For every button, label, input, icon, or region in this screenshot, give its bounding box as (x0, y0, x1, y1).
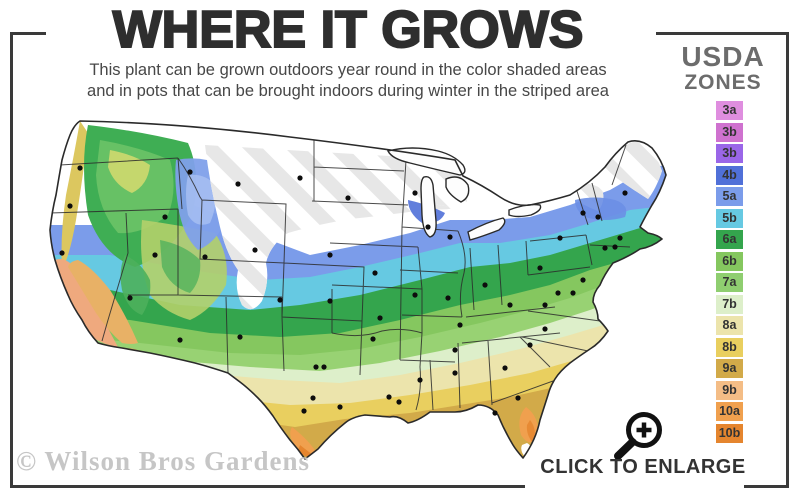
zone-shading (50, 121, 666, 459)
legend-title-zones: ZONES (684, 71, 762, 94)
frame-top-left-segment (10, 32, 46, 35)
zone-swatch-6: 6a (716, 230, 743, 249)
click-to-enlarge-label[interactable]: CLICK TO ENLARGE (540, 456, 746, 478)
zone-swatch-3: 4b (716, 165, 743, 185)
zone-swatch-8: 7a (716, 273, 743, 292)
zone-swatch-5: 5b (716, 208, 743, 228)
zone-swatch-10: 8a (716, 316, 743, 335)
zone-swatch-13: 9b (716, 380, 743, 400)
legend-title-usda: USDA (681, 41, 765, 72)
frame-bottom-left-segment (10, 485, 525, 488)
zone-swatch-9: 7b (716, 294, 743, 314)
frame-right-border (786, 32, 789, 488)
zone-legend: 3a 3b 3b 4b 5a 5b 6a 6b 7a 7b 8a 8b 9a 9b 10a 10b (716, 101, 743, 445)
zone-swatch-7: 6b (716, 251, 743, 271)
city-dots (59, 165, 628, 416)
frame-bottom-right-segment (744, 485, 789, 488)
zone-swatch-14: 10a (716, 402, 743, 421)
state-borders (50, 131, 631, 411)
zone-swatch-2: 3b (716, 144, 743, 163)
subtitle-line-2: and in pots that can be brought indoors … (87, 82, 609, 100)
great-lakes (386, 147, 542, 241)
lake-michigan (420, 175, 437, 238)
us-hardiness-zone-map[interactable] (30, 105, 690, 475)
frame-left-border (10, 32, 13, 488)
frame-top-right-segment (656, 32, 789, 35)
zone-swatch-15: 10b (716, 423, 743, 443)
zone-swatch-0: 3a (716, 101, 743, 120)
watermark: © Wilson Bros Gardens (16, 446, 310, 476)
zone-swatch-11: 8b (716, 337, 743, 357)
zone-swatch-4: 5a (716, 187, 743, 206)
page-title: WHERE IT GROWS (112, 1, 585, 59)
subtitle-line-1: This plant can be grown outdoors year ro… (89, 61, 607, 79)
zone-swatch-1: 3b (716, 122, 743, 142)
lake-huron (445, 176, 470, 203)
us-outline (49, 120, 667, 460)
page-subtitle: This plant can be grown outdoors year ro… (42, 60, 654, 102)
legend-title: USDA ZONES (658, 42, 788, 94)
magnifier-plus-icon[interactable] (608, 406, 672, 466)
lake-superior (386, 147, 466, 176)
zone-swatch-12: 9a (716, 359, 743, 378)
lake-erie (467, 217, 506, 241)
